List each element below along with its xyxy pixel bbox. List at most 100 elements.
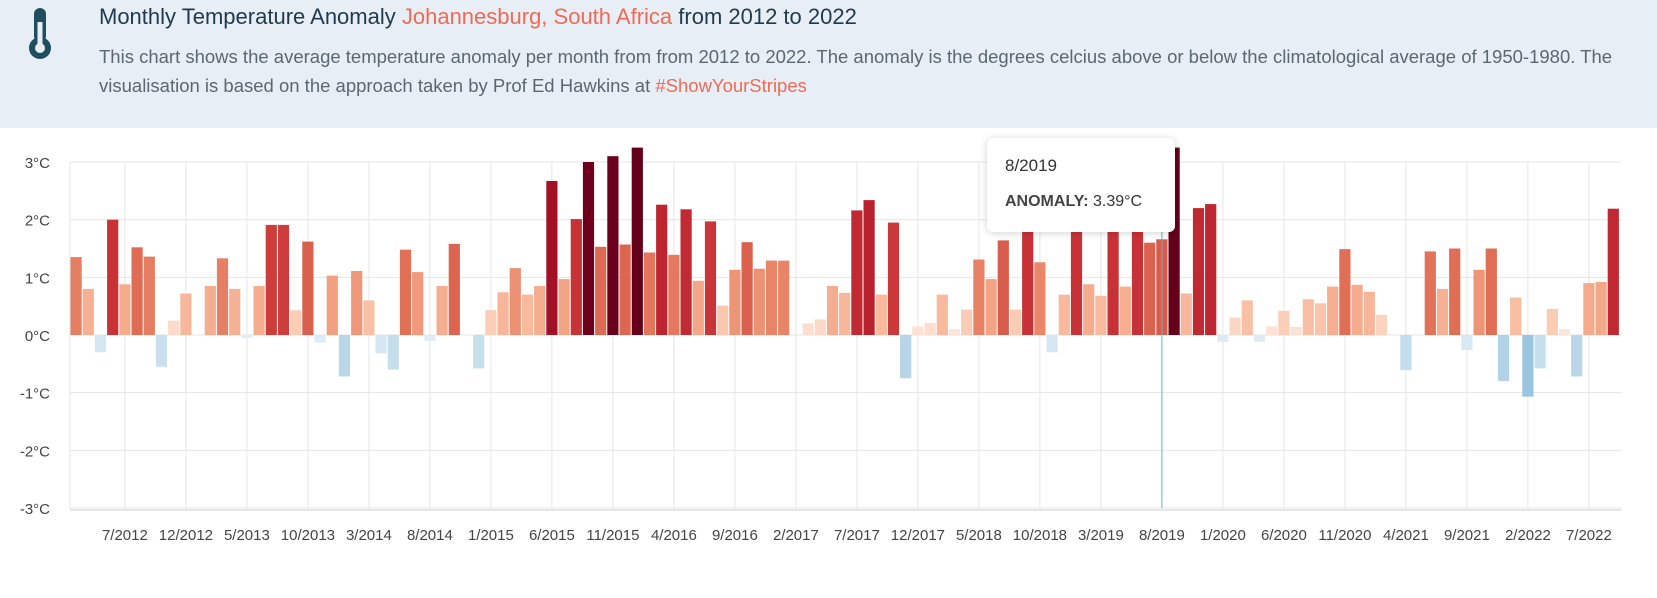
anomaly-bar [1436,288,1449,335]
x-tick-label: 10/2013 [281,527,335,544]
anomaly-bar [558,279,570,335]
anomaly-bar [107,219,119,335]
anomaly-bar [1314,303,1327,335]
anomaly-bar [595,246,607,335]
anomaly-bar [338,335,351,377]
anomaly-bar [924,322,936,335]
x-tick-label: 8/2014 [407,527,453,544]
x-tick-label: 7/2017 [834,527,880,544]
x-tick-label: 11/2020 [1318,527,1371,544]
anomaly-bar [204,286,216,335]
anomaly-bar [265,224,277,335]
anomaly-bar [1595,281,1607,335]
anomaly-bar [448,243,460,335]
anomaly-bar [765,260,778,335]
anomaly-bar [643,252,656,335]
tooltip-anomaly-value: 3.39°C [1093,193,1143,210]
anomaly-bar [375,335,387,354]
x-tick-label: 11/2015 [586,527,639,544]
anomaly-bar [485,310,497,335]
anomaly-bar [1571,335,1583,377]
anomaly-bar [399,249,412,335]
anomaly-bar [631,147,643,335]
anomaly-bar [290,310,302,335]
anomaly-bar-chart[interactable]: 3°C 2°C 1°C 0°C -1°C -2°C -3°C 7/2012 12/2012 5/2… [0,128,1657,598]
anomaly-bar [887,222,900,335]
anomaly-bar [1351,284,1363,335]
anomaly-bar [424,335,436,341]
anomaly-bar [851,210,863,335]
x-tick-label: 1/2020 [1200,527,1246,544]
anomaly-bar [839,292,851,335]
anomaly-bar [277,224,290,335]
anomaly-bar [131,247,143,335]
anomaly-bar [180,293,192,335]
x-tick-label: 12/2012 [159,527,213,544]
anomaly-bar [1168,147,1180,335]
anomaly-bar [1266,326,1278,335]
thermometer-icon [29,8,51,59]
anomaly-bar [912,326,924,335]
anomaly-bar [1607,208,1619,335]
title-suffix: from 2012 to 2022 [672,4,857,29]
chart-description: This chart shows the average temperature… [99,42,1619,100]
anomaly-bar [302,241,314,335]
anomaly-bar [241,335,253,338]
x-tick-label: 6/2015 [529,527,575,544]
anomaly-bar [1107,219,1119,335]
anomaly-bar [973,259,985,335]
x-tick-label: 5/2013 [224,527,270,544]
anomaly-bar [1022,219,1034,335]
anomaly-bar [863,200,875,335]
x-tick-label: 3/2014 [346,527,392,544]
anomaly-bar [82,288,94,335]
y-tick-label: 2°C [25,213,50,230]
anomaly-bar [1546,309,1558,335]
x-tick-label: 3/2019 [1078,527,1124,544]
anomaly-bar [717,305,729,335]
anomaly-bar [1534,335,1546,369]
anomaly-bar [521,294,534,335]
anomaly-bar [363,300,375,335]
tooltip-anomaly-label: ANOMALY: [1005,193,1089,210]
anomaly-bar [229,288,241,335]
anomaly-bar [534,286,546,335]
x-tick-label: 9/2016 [712,527,758,544]
tooltip-anomaly: ANOMALY: 3.39°C [1005,193,1142,211]
anomaly-bar [729,269,741,335]
anomaly-bar [1229,317,1241,335]
anomaly-bar [314,335,326,343]
anomaly-bar [814,319,826,335]
tooltip-date: 8/2019 [1005,156,1057,175]
y-tick-label: 0°C [25,328,50,345]
anomaly-bar [1339,249,1351,335]
anomaly-bar [741,242,753,335]
anomaly-bar [546,181,558,335]
anomaly-bar [1449,248,1461,335]
anomaly-bar [985,279,997,335]
y-tick-label: 1°C [25,270,50,287]
anomaly-bar [253,286,265,335]
anomaly-bar [1058,294,1070,335]
anomaly-bar [168,320,180,335]
anomaly-bar [1131,219,1144,335]
anomaly-bar [351,271,363,335]
x-tick-label: 7/2022 [1566,527,1612,544]
anomaly-bar [900,335,912,379]
anomaly-bar [802,323,814,335]
anomaly-bar [1290,326,1302,335]
show-your-stripes-link[interactable]: #ShowYourStripes [655,75,807,96]
anomaly-bar [1497,335,1510,382]
y-tick-label: -1°C [20,386,50,403]
anomaly-bar [94,335,107,353]
anomaly-bar [1144,242,1156,335]
anomaly-bar [1278,310,1290,335]
anomaly-bar [1095,295,1107,335]
anomaly-bar [948,329,961,335]
page-title: Monthly Temperature Anomaly Johannesburg… [99,4,857,30]
anomaly-bar [509,268,521,335]
anomaly-bar [997,240,1009,335]
anomaly-bar [1302,299,1314,335]
anomaly-bar [473,335,485,369]
anomaly-bar [607,156,619,335]
